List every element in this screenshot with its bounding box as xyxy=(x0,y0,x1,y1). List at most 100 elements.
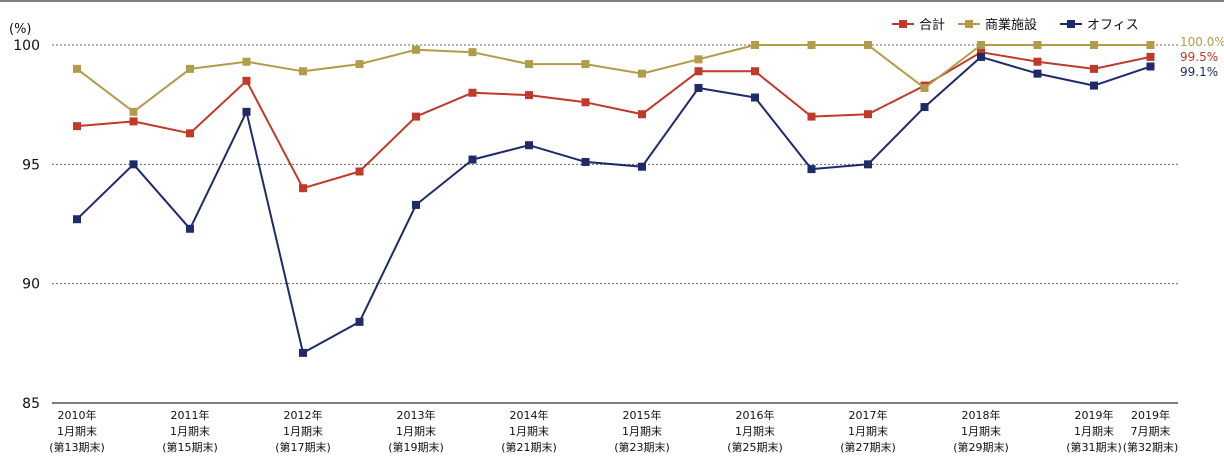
data-point xyxy=(807,165,816,174)
x-tick-label: 1月期末 xyxy=(735,424,775,438)
data-point xyxy=(1146,52,1155,61)
data-point xyxy=(581,157,590,166)
data-point xyxy=(186,64,194,73)
x-tick-label: 7月期末 xyxy=(1131,424,1171,438)
data-point xyxy=(355,317,364,326)
data-point xyxy=(864,160,872,169)
end-value-label: 99.5% xyxy=(1180,50,1218,64)
legend-label: 商業施設 xyxy=(985,17,1037,33)
data-point xyxy=(242,107,251,116)
data-point xyxy=(412,112,420,121)
x-tick-label: 2011年 xyxy=(171,408,210,422)
x-tick-label: (第17期末) xyxy=(275,440,331,454)
data-point xyxy=(977,41,985,49)
data-point xyxy=(412,45,420,54)
data-point xyxy=(638,69,646,78)
data-point xyxy=(468,48,477,57)
x-tick-label: 1月期末 xyxy=(170,424,210,438)
data-point xyxy=(638,162,646,171)
y-axis-ticks: 100 95 90 85 xyxy=(13,38,40,412)
x-axis-ticks: 2010年 1月期末 (第13期末) 2011年 1月期末 (第15期末) 2012年 1月期… xyxy=(49,408,1178,454)
y-tick-label: 95 xyxy=(22,157,40,173)
data-point xyxy=(1090,41,1098,49)
legend-label: 合計 xyxy=(919,17,945,33)
x-tick-label: 2017年 xyxy=(849,408,888,422)
legend-marker xyxy=(965,20,973,28)
data-point xyxy=(920,83,929,92)
data-point xyxy=(638,110,646,119)
data-point xyxy=(73,215,81,224)
series-line-0 xyxy=(76,51,1151,190)
data-point xyxy=(694,55,703,64)
data-point xyxy=(525,91,533,100)
x-tick-label: (第31期末) xyxy=(1066,440,1122,454)
legend-label: オフィス xyxy=(1087,18,1139,33)
data-point xyxy=(581,98,590,107)
x-tick-label: 1月期末 xyxy=(622,424,662,438)
data-point xyxy=(468,155,477,164)
y-tick-label: 85 xyxy=(22,396,40,412)
x-tick-label: (第25期末) xyxy=(727,440,783,454)
x-tick-label: 1月期末 xyxy=(1074,424,1114,438)
data-point xyxy=(299,67,307,76)
data-point xyxy=(694,67,703,76)
legend-marker xyxy=(899,20,907,28)
data-point xyxy=(751,41,759,49)
x-tick-label: (第27期末) xyxy=(840,440,896,454)
x-tick-label: 2014年 xyxy=(510,408,549,422)
data-point xyxy=(73,122,81,131)
data-point xyxy=(807,112,816,121)
x-tick-label: (第21期末) xyxy=(501,440,557,454)
data-point xyxy=(299,184,307,193)
data-point xyxy=(1033,41,1042,49)
data-point xyxy=(864,110,872,119)
data-point xyxy=(525,60,533,69)
x-tick-label: 1月期末 xyxy=(961,424,1001,438)
data-point xyxy=(751,67,759,76)
data-point xyxy=(355,167,364,176)
data-point xyxy=(1033,69,1042,78)
x-tick-label: (第13期末) xyxy=(49,440,105,454)
data-point xyxy=(751,93,759,102)
series-line-1 xyxy=(76,44,1151,113)
x-tick-label: 1月期末 xyxy=(509,424,549,438)
x-tick-label: (第15期末) xyxy=(162,440,218,454)
data-point xyxy=(525,141,533,150)
data-point xyxy=(129,117,138,126)
x-tick-label: 1月期末 xyxy=(283,424,323,438)
data-point xyxy=(299,348,307,357)
data-point xyxy=(1090,81,1098,90)
data-point xyxy=(468,88,477,97)
grid-lines xyxy=(52,44,1178,404)
x-tick-label: 1月期末 xyxy=(57,424,97,438)
end-value-label: 100.0% xyxy=(1180,35,1224,49)
x-tick-label: 2015年 xyxy=(623,408,662,422)
data-point xyxy=(129,160,138,169)
x-tick-label: (第23期末) xyxy=(614,440,670,454)
legend-marker xyxy=(1067,20,1075,28)
data-point xyxy=(242,57,251,66)
x-tick-label: 2013年 xyxy=(397,408,436,422)
x-tick-label: 2016年 xyxy=(736,408,775,422)
data-point xyxy=(807,41,816,49)
x-tick-label: 2012年 xyxy=(284,408,323,422)
x-tick-label: 2019年 xyxy=(1131,408,1170,422)
data-point xyxy=(920,103,929,112)
end-value-label: 99.1% xyxy=(1180,65,1218,79)
x-tick-label: (第19期末) xyxy=(388,440,444,454)
x-tick-label: 2019年 xyxy=(1075,408,1114,422)
legend: 合計 商業施設 オフィス xyxy=(892,17,1139,33)
x-tick-label: 2010年 xyxy=(58,408,97,422)
x-tick-label: 2018年 xyxy=(962,408,1001,422)
y-axis-unit: (%) xyxy=(9,22,32,37)
y-tick-label: 90 xyxy=(22,277,40,293)
data-point xyxy=(1033,57,1042,66)
series-lines xyxy=(73,41,1155,357)
data-point xyxy=(242,76,251,85)
data-point xyxy=(864,41,872,49)
data-point xyxy=(186,129,194,138)
data-point xyxy=(73,64,81,73)
x-tick-label: 1月期末 xyxy=(396,424,436,438)
data-point xyxy=(1090,64,1098,73)
